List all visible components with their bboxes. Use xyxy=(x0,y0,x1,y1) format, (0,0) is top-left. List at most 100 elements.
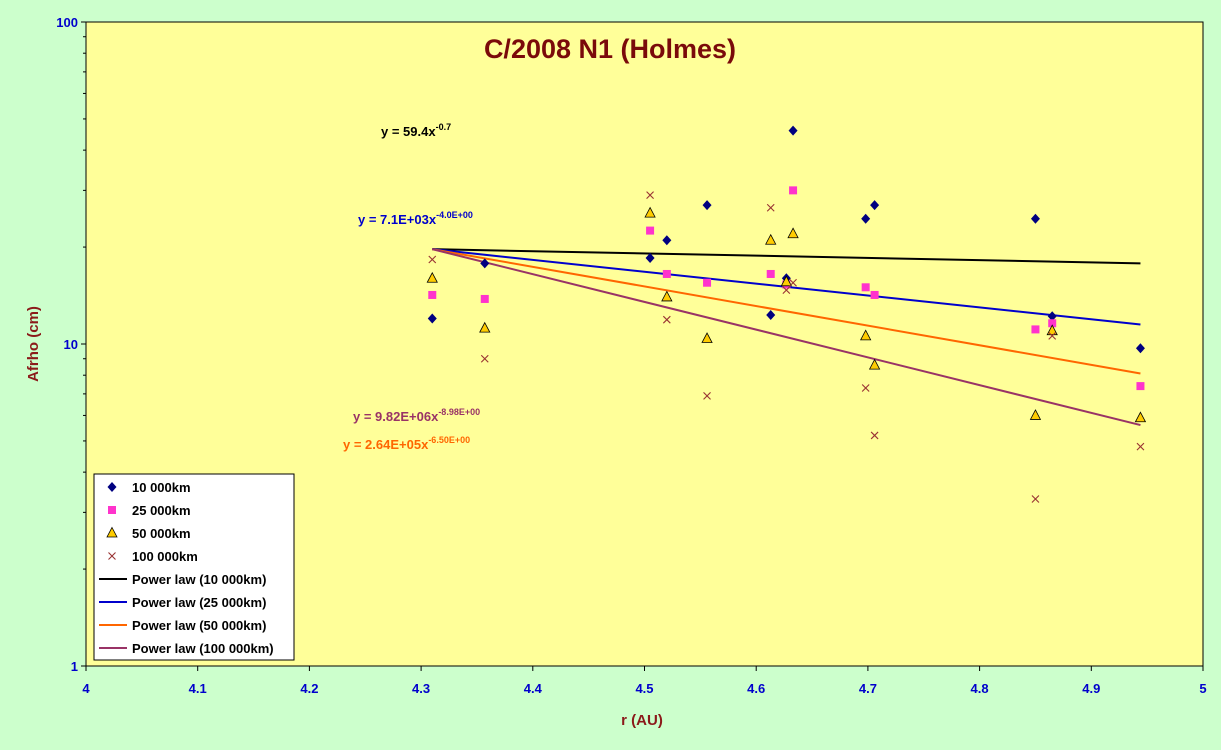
data-point xyxy=(1031,325,1040,334)
data-point xyxy=(765,233,777,245)
x-marker-stroke xyxy=(870,431,879,440)
y-tick-label: 100 xyxy=(56,15,78,30)
data-point xyxy=(703,392,711,400)
x-tick-label: 4.7 xyxy=(859,681,877,696)
data-point xyxy=(480,258,490,269)
data-point xyxy=(861,384,870,392)
chart-title: C/2008 N1 (Holmes) xyxy=(484,34,736,64)
x-tick-label: 4.2 xyxy=(300,681,318,696)
data-point xyxy=(645,252,655,263)
x-marker-stroke xyxy=(646,191,654,199)
data-point xyxy=(646,191,654,199)
legend-label: 10 000km xyxy=(132,480,191,495)
equation-25000km: y = 7.1E+03x-4.0E+00 xyxy=(358,210,473,227)
data-point xyxy=(766,203,775,212)
data-point xyxy=(789,186,798,195)
legend-box xyxy=(93,473,295,661)
data-point xyxy=(766,269,775,278)
data-point xyxy=(861,283,870,292)
data-point xyxy=(480,354,489,363)
data-point xyxy=(860,329,872,341)
x-marker-stroke xyxy=(789,278,797,287)
equation-base: y = 59.4x xyxy=(381,124,436,139)
equation-exponent: -6.50E+00 xyxy=(428,435,470,445)
data-point xyxy=(766,310,776,321)
data-point xyxy=(1135,343,1145,354)
equation-base: y = 9.82E+06x xyxy=(353,409,439,424)
data-point xyxy=(789,278,797,287)
data-point xyxy=(788,125,798,136)
equation-exponent: -0.7 xyxy=(436,122,452,132)
trendline xyxy=(432,248,1141,265)
data-point xyxy=(1047,311,1057,322)
data-point xyxy=(861,213,871,224)
data-point xyxy=(1029,409,1042,420)
data-point xyxy=(661,290,673,302)
legend-label: 50 000km xyxy=(132,526,191,541)
trendline xyxy=(432,248,1141,427)
data-point xyxy=(1048,331,1057,340)
x-marker-stroke xyxy=(662,315,671,324)
equation-exponent: -4.0E+00 xyxy=(436,210,473,220)
data-point xyxy=(428,255,437,264)
x-tick-label: 4.3 xyxy=(412,681,430,696)
x-tick-label: 4.6 xyxy=(747,681,765,696)
legend-label: 100 000km xyxy=(132,549,198,564)
data-point xyxy=(662,315,671,324)
data-point xyxy=(787,227,799,239)
equation-100000km: y = 9.82E+06x-8.98E+00 xyxy=(353,407,480,424)
legend-label: Power law (10 000km) xyxy=(132,572,266,587)
data-point xyxy=(427,313,437,324)
data-point xyxy=(782,286,791,295)
data-point xyxy=(868,358,881,370)
y-axis-label: Afrho (cm) xyxy=(25,306,42,382)
y-tick-label: 1 xyxy=(71,659,78,674)
data-point xyxy=(701,332,713,343)
trendline xyxy=(432,248,1141,375)
data-point xyxy=(479,321,491,333)
equation-base: y = 7.1E+03x xyxy=(358,212,437,227)
x-marker-stroke xyxy=(1031,495,1040,503)
legend-label: Power law (100 000km) xyxy=(132,641,274,656)
x-tick-label: 4.5 xyxy=(635,681,653,696)
data-point xyxy=(662,269,671,278)
data-point xyxy=(870,200,880,211)
equation-exponent: -8.98E+00 xyxy=(438,407,480,417)
data-point xyxy=(703,278,712,287)
data-point xyxy=(870,431,879,440)
equation-10000km: y = 59.4x-0.7 xyxy=(381,122,451,139)
x-marker-stroke xyxy=(480,354,489,363)
data-point xyxy=(702,200,712,211)
legend-label: Power law (50 000km) xyxy=(132,618,266,633)
data-point xyxy=(426,271,438,283)
chart-marks xyxy=(426,125,1147,503)
data-point xyxy=(1136,442,1145,451)
legend-marker xyxy=(108,506,116,514)
data-point xyxy=(646,226,655,235)
x-tick-label: 4.8 xyxy=(971,681,989,696)
x-tick-label: 4 xyxy=(82,681,90,696)
x-marker-stroke xyxy=(782,286,791,295)
data-point xyxy=(1046,324,1058,336)
x-marker-stroke xyxy=(108,552,116,560)
data-point xyxy=(1030,213,1040,224)
x-marker-stroke xyxy=(1048,331,1057,340)
data-point xyxy=(428,290,437,299)
data-point xyxy=(870,290,879,299)
data-point xyxy=(480,294,489,303)
x-tick-label: 5 xyxy=(1199,681,1206,696)
x-tick-label: 4.1 xyxy=(189,681,207,696)
x-marker-stroke xyxy=(1136,442,1145,451)
data-point xyxy=(644,206,656,218)
data-point xyxy=(780,275,793,287)
data-point xyxy=(1031,495,1040,503)
data-point xyxy=(662,235,672,246)
equation-base: y = 2.64E+05x xyxy=(343,437,429,452)
legend: 10 000km 25 000km 50 000km 100 000km Power l… xyxy=(93,473,295,661)
x-marker-stroke xyxy=(703,392,711,400)
legend-marker xyxy=(106,526,118,538)
x-tick-label: 4.9 xyxy=(1082,681,1100,696)
legend-label: Power law (25 000km) xyxy=(132,595,266,610)
x-tick-label: 4.4 xyxy=(524,681,543,696)
